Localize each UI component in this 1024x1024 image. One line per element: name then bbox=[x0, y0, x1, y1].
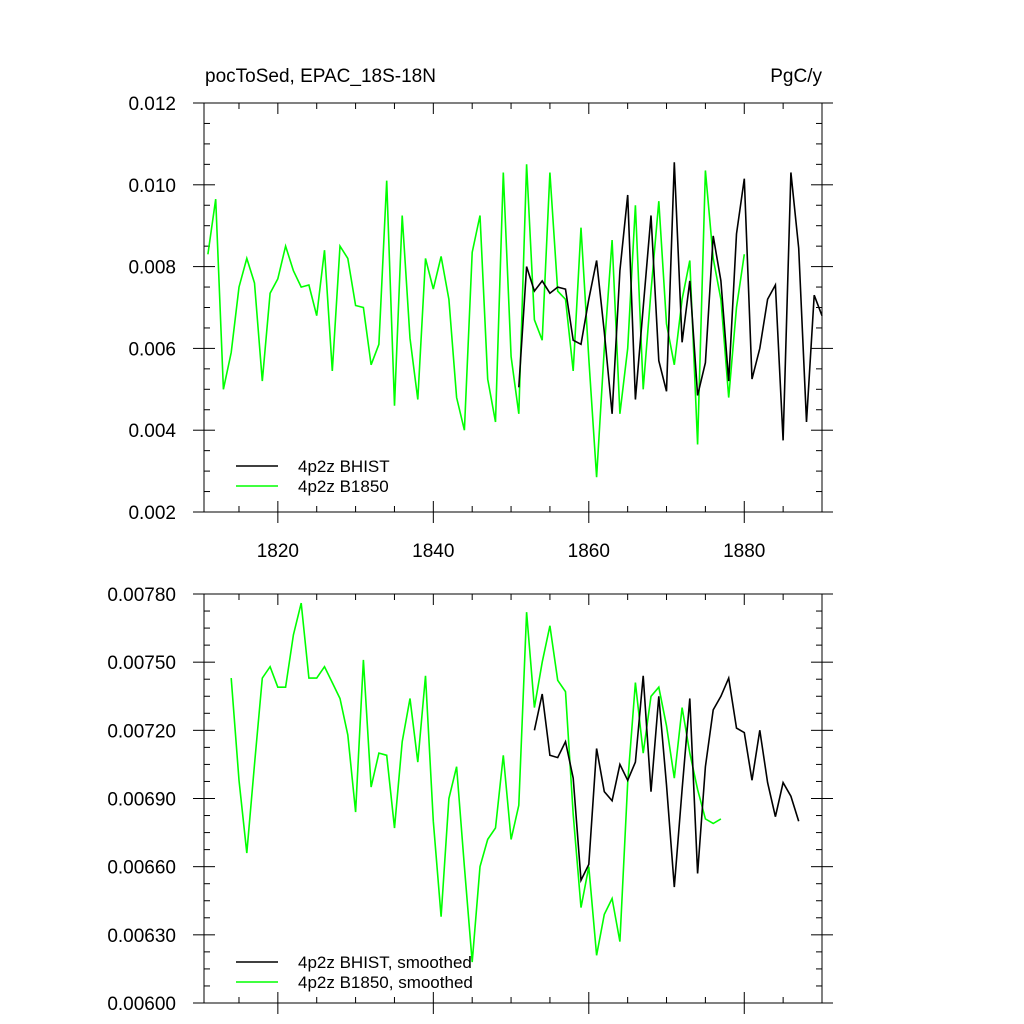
series-line-bhist bbox=[533, 675, 800, 888]
plot-frame bbox=[203, 593, 823, 1004]
legend-label: 4p2z B1850, smoothed bbox=[298, 973, 473, 992]
y-tick-label: 0.006 bbox=[128, 339, 176, 360]
bottom-chart-panel: 0.00600 0.00630 0.00660 0.00690 0.00720 0.007… bbox=[107, 585, 833, 1015]
top-chart-units: PgC/y bbox=[770, 66, 822, 87]
y-tick-label: 0.012 bbox=[128, 94, 176, 115]
y-tick-label: 0.00780 bbox=[107, 585, 176, 606]
top-chart-title: pocToSed, EPAC_18S-18N bbox=[205, 66, 436, 87]
y-tick-label: 0.004 bbox=[128, 421, 176, 442]
y-tick-label: 0.00660 bbox=[107, 858, 176, 879]
y-tick-label: 0.00750 bbox=[107, 653, 176, 674]
legend-label: 4p2z B1850 bbox=[298, 477, 389, 496]
x-tick-label: 1860 bbox=[568, 541, 610, 562]
series-line-b1850 bbox=[230, 602, 722, 963]
series-line-b1850 bbox=[207, 164, 746, 478]
y-tick-label: 0.00600 bbox=[107, 994, 176, 1015]
plot-frame bbox=[203, 102, 823, 513]
legend-label: 4p2z BHIST, smoothed bbox=[298, 953, 472, 972]
x-tick-label: 1880 bbox=[723, 541, 765, 562]
x-tick-label: 1840 bbox=[412, 541, 454, 562]
y-tick-label: 0.002 bbox=[128, 503, 176, 524]
y-tick-label: 0.010 bbox=[128, 176, 176, 197]
series-line-bhist bbox=[518, 162, 823, 441]
y-tick-label: 0.00720 bbox=[107, 721, 176, 742]
x-tick-label: 1820 bbox=[257, 541, 299, 562]
y-tick-label: 0.00630 bbox=[107, 926, 176, 947]
y-tick-label: 0.008 bbox=[128, 258, 176, 279]
top-chart-panel: pocToSed, EPAC_18S-18N PgC/y 1820 1840 186… bbox=[128, 66, 833, 562]
y-tick-label: 0.00690 bbox=[107, 790, 176, 811]
legend-label: 4p2z BHIST bbox=[298, 457, 390, 476]
